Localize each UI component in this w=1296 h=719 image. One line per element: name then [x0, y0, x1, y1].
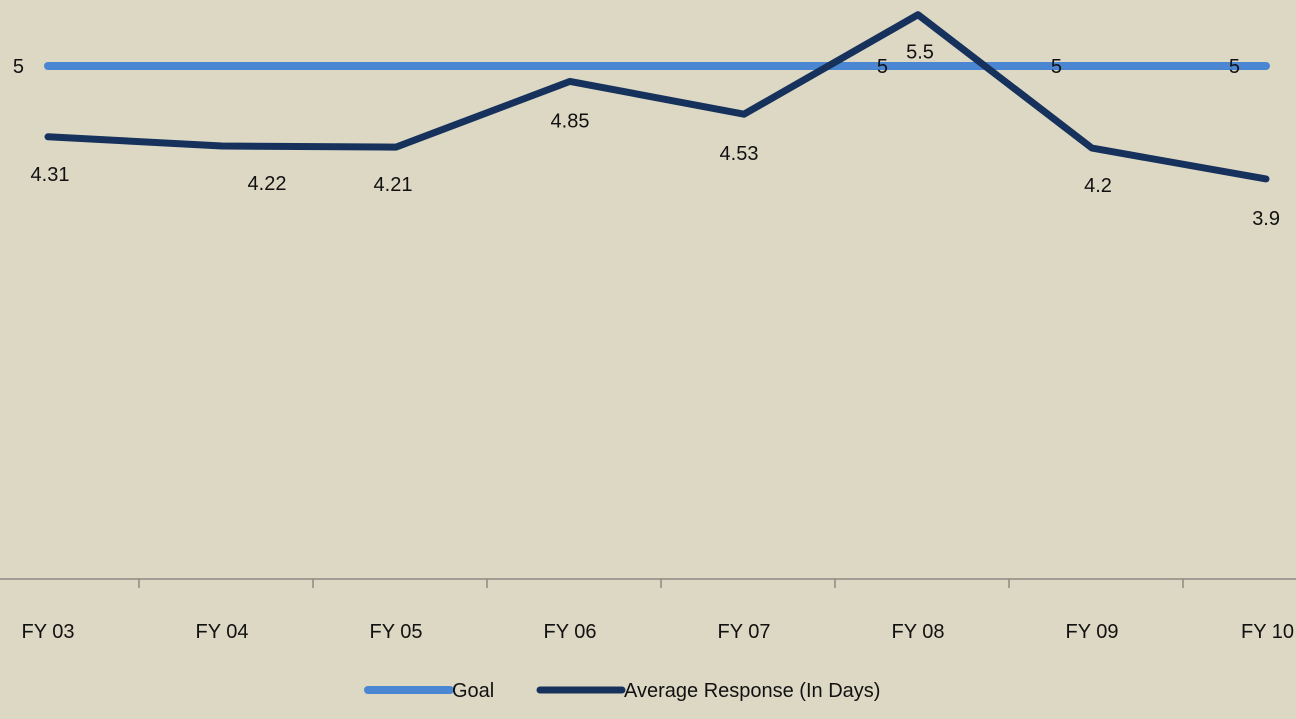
legend-label-goal: Goal	[452, 680, 494, 702]
legend-label-average-response: Average Response (In Days)	[624, 680, 880, 702]
average-response-data-label: 4.53	[720, 143, 759, 165]
x-tick-label: FY 04	[196, 621, 249, 643]
average-response-data-label: 5.5	[906, 42, 934, 64]
x-tick-label: FY 06	[544, 621, 597, 643]
average-response-data-label: 4.31	[31, 164, 70, 186]
goal-data-label: 5	[13, 56, 24, 78]
x-tick-label: FY 10	[1241, 621, 1294, 643]
x-tick-label: FY 08	[892, 621, 945, 643]
average-response-data-label: 3.9	[1252, 208, 1280, 230]
goal-data-label: 5	[1229, 56, 1240, 78]
goal-data-label: 5	[1051, 56, 1062, 78]
x-tick-label: FY 03	[22, 621, 75, 643]
x-axis: FY 03 FY 04 FY 05 FY 06 FY 07 FY 08 FY 09 FY 10	[0, 578, 1296, 643]
legend: Goal Average Response (In Days)	[364, 680, 880, 702]
data-labels: 5 5 5 5 4.31 4.22 4.21 4.85 4.53 5.5 4.2 3.9	[13, 42, 1280, 230]
x-tick-label: FY 05	[370, 621, 423, 643]
average-response-data-label: 4.21	[374, 174, 413, 196]
average-response-data-label: 4.22	[248, 173, 287, 195]
x-tick-label: FY 07	[718, 621, 771, 643]
goal-data-label: 5	[877, 56, 888, 78]
x-tick-label: FY 09	[1066, 621, 1119, 643]
plot-area	[44, 11, 1270, 183]
average-response-series-line	[44, 11, 1270, 183]
average-response-data-label: 4.85	[551, 110, 590, 132]
average-response-data-label: 4.2	[1084, 175, 1112, 197]
